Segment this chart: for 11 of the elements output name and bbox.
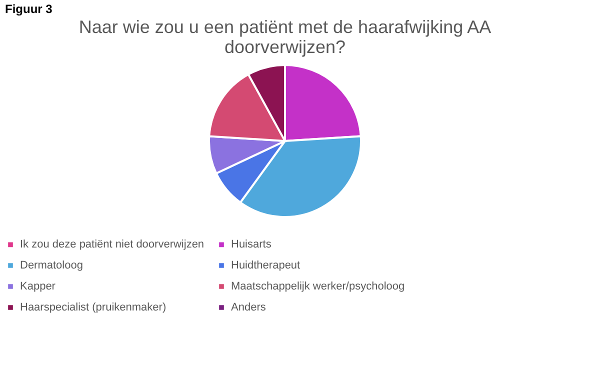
- legend-label: Huidtherapeut: [231, 260, 300, 272]
- legend-label: Dermatoloog: [20, 260, 83, 272]
- legend-label: Kapper: [20, 280, 56, 292]
- legend-label: Huisarts: [231, 238, 272, 251]
- text: Naar wie zou u een patiënt met de haarafwijking AA: [78, 17, 492, 37]
- text: doorverwijzen?: [224, 37, 346, 57]
- text: Figuur 3: [5, 2, 53, 16]
- legend-label: Ik zou deze patiënt niet doorverwijzen: [20, 238, 204, 251]
- legend-label: Maatschappelijk werker/psycholoog: [231, 280, 405, 292]
- legend-label: Haarspecialist (pruikenmaker): [20, 302, 166, 314]
- legend-label: Anders: [231, 302, 266, 314]
